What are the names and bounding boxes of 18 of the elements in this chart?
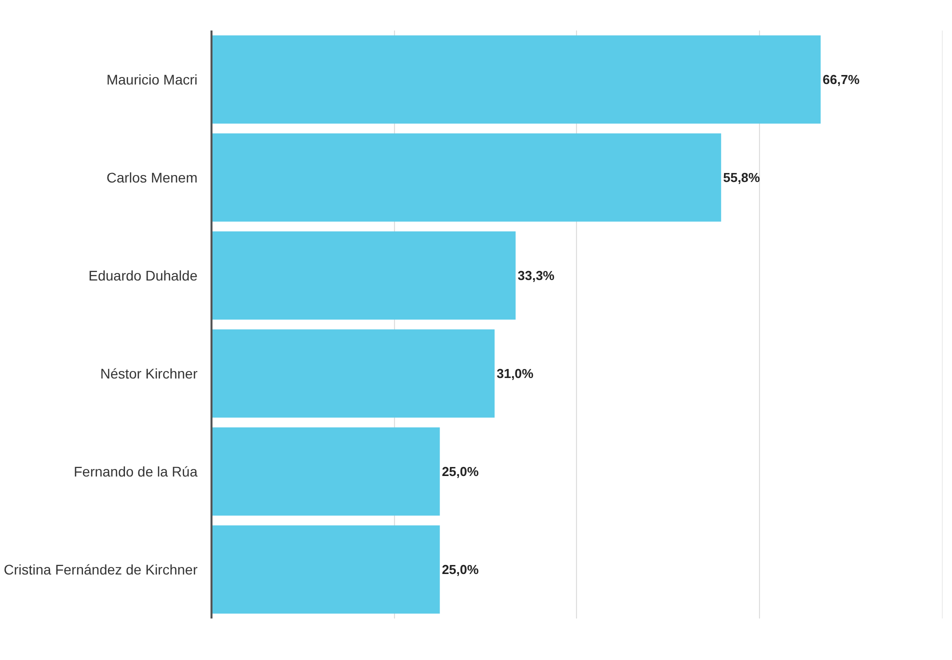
data-label: 66,7%: [822, 72, 860, 87]
bar: [212, 427, 440, 516]
y-tick-label: Néstor Kirchner: [100, 366, 198, 382]
bar: [212, 35, 821, 124]
data-label: 33,3%: [518, 268, 555, 283]
bar: [212, 231, 516, 320]
data-label: 25,0%: [442, 562, 480, 577]
y-tick-label: Mauricio Macri: [106, 72, 198, 88]
y-tick-label: Cristina Fernández de Kirchner: [4, 562, 198, 578]
bar: [212, 133, 722, 222]
y-tick-label: Fernando de la Rúa: [74, 464, 198, 480]
y-tick-label: Carlos Menem: [106, 170, 198, 186]
data-label: 25,0%: [442, 464, 480, 479]
data-label: 55,8%: [723, 170, 760, 185]
data-label: 31,0%: [496, 366, 534, 381]
y-tick-label: Eduardo Duhalde: [88, 268, 198, 284]
bar: [212, 329, 495, 418]
bar: [212, 525, 440, 614]
